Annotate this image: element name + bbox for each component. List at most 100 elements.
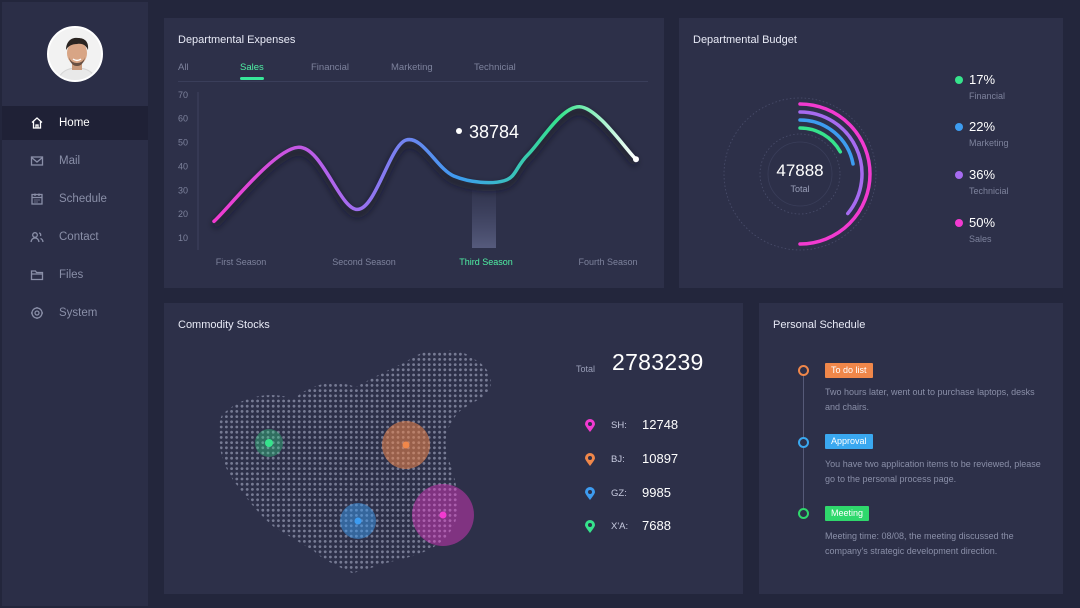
- map-dot: [308, 368, 311, 372]
- map-dot: [287, 488, 291, 491]
- map-dot: [479, 498, 483, 502]
- map-dot: [297, 514, 301, 517]
- map-dot: [235, 560, 239, 564]
- map-dot: [240, 482, 244, 486]
- map-dot: [448, 363, 452, 366]
- map-dot: [235, 514, 239, 517]
- map-dot: [464, 373, 467, 377]
- map-dot: [277, 529, 280, 533]
- map-dot: [391, 399, 395, 403]
- map-dot: [360, 373, 363, 377]
- map-dot: [386, 529, 389, 533]
- sidebar-item-home[interactable]: Home: [2, 106, 148, 140]
- sidebar-item-files[interactable]: Files: [2, 258, 148, 292]
- map-dot: [266, 430, 270, 434]
- map-dot: [235, 571, 239, 573]
- tab-financial[interactable]: Financial: [311, 62, 350, 73]
- map-dot: [427, 514, 431, 517]
- map-dot: [453, 451, 457, 455]
- map-dot: [261, 519, 265, 522]
- map-dot: [313, 540, 317, 543]
- map-dot: [261, 410, 265, 413]
- map-dot: [313, 368, 317, 372]
- map-dot: [277, 519, 280, 522]
- marker-xa[interactable]: [255, 429, 283, 457]
- marker-bj[interactable]: [382, 421, 430, 469]
- map-dot: [401, 482, 405, 486]
- map-dot: [396, 555, 400, 559]
- map-dot: [412, 519, 415, 522]
- tab-marketing[interactable]: Marketing: [391, 62, 433, 73]
- sidebar-item-schedule[interactable]: Schedule: [2, 182, 148, 216]
- tab-sales[interactable]: Sales: [240, 62, 264, 80]
- map-dot: [277, 399, 280, 403]
- marker-gz[interactable]: [340, 503, 376, 539]
- map-dot: [339, 430, 343, 434]
- map-dot: [225, 389, 228, 392]
- map-dot: [271, 560, 275, 564]
- schedule-tag-approval[interactable]: Approval: [825, 434, 873, 449]
- map-dot: [427, 472, 431, 476]
- map-dot: [266, 368, 270, 372]
- map-dot: [308, 358, 311, 361]
- map-dot: [469, 378, 473, 382]
- map-dot: [215, 493, 218, 496]
- sidebar-item-contact[interactable]: Contact: [2, 220, 148, 254]
- map-dot: [215, 358, 218, 361]
- map-dot: [370, 352, 374, 356]
- map-dot: [448, 482, 452, 486]
- map-dot: [344, 540, 348, 543]
- map-dot: [474, 446, 478, 450]
- map-dot: [297, 540, 301, 543]
- map-dot: [308, 498, 311, 502]
- map-dot: [266, 571, 270, 573]
- map-dot: [417, 373, 421, 377]
- map-dot: [313, 462, 317, 465]
- map-dot: [225, 482, 228, 486]
- map-dot: [313, 472, 317, 476]
- map-dot: [365, 425, 369, 429]
- map-dot: [323, 571, 327, 573]
- map-dot: [448, 446, 452, 450]
- map-dot: [349, 441, 353, 444]
- map-dot: [386, 384, 389, 387]
- map-dot: [443, 566, 447, 569]
- tab-technicial[interactable]: Technicial: [474, 62, 516, 73]
- map-dot: [355, 358, 358, 361]
- map-dot: [313, 404, 317, 408]
- map-dot: [469, 389, 473, 392]
- marker-sh[interactable]: [412, 484, 474, 546]
- map-dot: [277, 368, 280, 372]
- map-dot: [438, 352, 441, 356]
- map-dot: [287, 415, 291, 418]
- map-dot: [349, 384, 353, 387]
- tab-all[interactable]: All: [178, 62, 189, 73]
- map-dot: [375, 534, 379, 538]
- map-dot: [485, 394, 488, 398]
- map-dot: [219, 477, 223, 481]
- sidebar-item-system[interactable]: System: [2, 296, 148, 330]
- map-dot: [474, 514, 478, 517]
- map-dot: [261, 389, 265, 392]
- map-dot: [292, 566, 296, 569]
- schedule-tag-meeting[interactable]: Meeting: [825, 506, 870, 521]
- schedule-tag-todo[interactable]: To do list: [825, 363, 873, 378]
- map-dot: [287, 540, 291, 543]
- map-dot: [485, 363, 488, 366]
- map-dot: [240, 358, 244, 361]
- map-dot: [485, 436, 488, 439]
- map-dot: [271, 566, 275, 569]
- sidebar-item-mail[interactable]: Mail: [2, 144, 148, 178]
- map-dot: [344, 441, 348, 444]
- map-dot: [297, 498, 301, 502]
- map-dot: [479, 446, 483, 450]
- map-dot: [365, 430, 369, 434]
- map-dot: [349, 488, 353, 491]
- map-dot: [479, 384, 483, 387]
- map-dot: [287, 456, 291, 460]
- map-dot: [370, 493, 374, 496]
- map-dot: [297, 415, 301, 418]
- avatar[interactable]: [47, 26, 103, 82]
- map-dot: [318, 410, 322, 413]
